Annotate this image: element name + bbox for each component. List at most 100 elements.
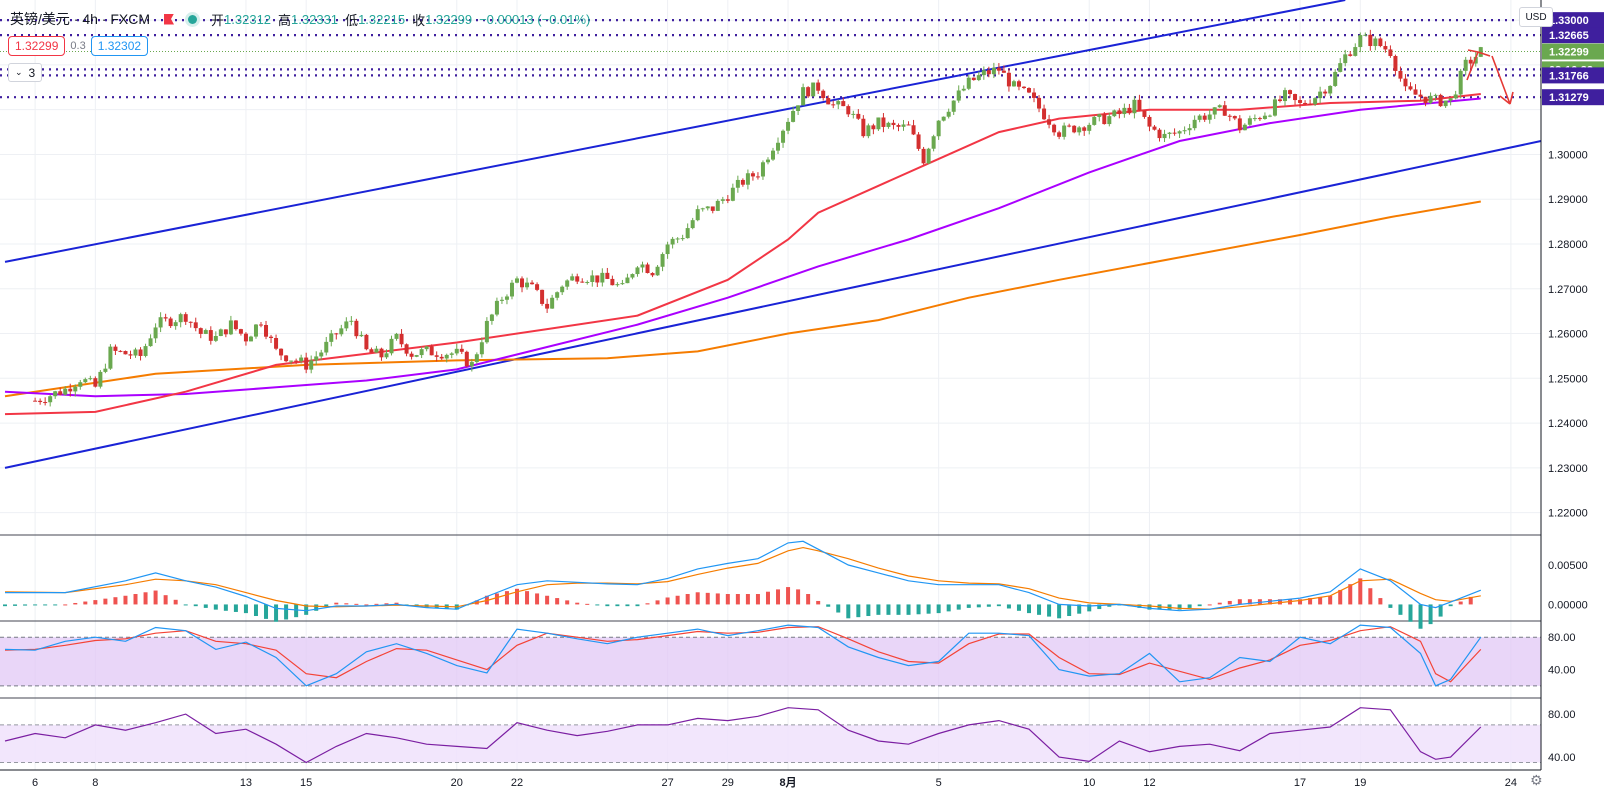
trend-channel[interactable] xyxy=(4,0,1542,469)
candle-up xyxy=(319,352,324,357)
candle-down xyxy=(284,355,289,362)
candle-up xyxy=(1212,107,1217,115)
candle-up xyxy=(173,322,178,327)
candle-down xyxy=(369,349,374,353)
candle-down xyxy=(1202,115,1207,120)
candle-down xyxy=(725,199,730,201)
price-axis-bg[interactable] xyxy=(1541,0,1605,791)
time-tick-label: 5 xyxy=(936,777,942,789)
candle-down xyxy=(259,324,263,326)
candle-up xyxy=(1343,54,1348,64)
macd-histogram-bar xyxy=(555,598,560,605)
macd-histogram-bar xyxy=(765,591,770,605)
price-axis[interactable]: 1.30000 1.29000 1.28000 1.27000 1.26000 1.250… xyxy=(1542,12,1604,764)
price-tick-label: 1.28000 xyxy=(1548,239,1588,251)
candle-down xyxy=(434,355,439,357)
candle-up xyxy=(339,328,344,335)
macd-histogram-bar xyxy=(515,588,519,605)
time-axis-bg[interactable] xyxy=(0,770,1541,791)
candle-down xyxy=(138,349,143,356)
indicators-toggle[interactable]: ⌄ 3 xyxy=(8,63,43,82)
time-tick-label: 10 xyxy=(1083,777,1095,789)
macd-histogram-bar xyxy=(615,604,620,607)
forecast-arrow-up[interactable] xyxy=(1466,49,1491,81)
time-axis[interactable]: 6 8 13 15 20 22 27 29 8月 5 10 12 17 19 24 xyxy=(32,776,1517,789)
macd-histogram-bar xyxy=(1177,604,1182,610)
indicator-count: 3 xyxy=(28,65,36,80)
candle-up xyxy=(956,90,961,101)
candle-up xyxy=(299,357,304,362)
macd-histogram-bar xyxy=(986,604,991,607)
candle-down xyxy=(816,82,821,91)
forecast-arrows[interactable] xyxy=(1466,49,1514,105)
candle-up xyxy=(494,300,499,315)
macd-histogram-bar xyxy=(575,602,580,605)
gear-icon[interactable]: ⚙ xyxy=(1530,772,1543,788)
candle-up xyxy=(976,75,981,81)
macd-histogram-bar xyxy=(33,604,38,606)
macd-histogram-bar xyxy=(685,594,690,605)
candle-up xyxy=(1272,99,1277,116)
macd-histogram-bar xyxy=(1318,596,1323,605)
currency-button[interactable]: USD xyxy=(1519,7,1553,27)
candle-down xyxy=(535,284,540,290)
candle-up xyxy=(600,272,605,283)
horizontal-levels[interactable] xyxy=(0,19,1541,99)
price-label: 1.32299 xyxy=(1549,47,1589,59)
candle-down xyxy=(1006,72,1011,87)
candle-up xyxy=(148,338,153,347)
symbol-title[interactable]: 英镑/美元 · 4h · FXCM xyxy=(10,11,151,27)
candle-up xyxy=(1358,35,1363,48)
candle-up xyxy=(329,333,334,342)
candle-up xyxy=(1107,116,1112,125)
price-label-bg xyxy=(1542,67,1604,84)
candle-down xyxy=(610,278,615,286)
candle-up xyxy=(133,349,138,356)
candle-up xyxy=(886,122,891,127)
buy-button[interactable]: 1.32302 xyxy=(90,36,149,56)
macd-histogram-bar xyxy=(1308,598,1313,605)
candle-down xyxy=(545,303,550,309)
macd-histogram-bar xyxy=(796,589,801,605)
candle-down xyxy=(806,87,811,97)
macd-histogram-bar xyxy=(1338,589,1343,605)
candle-down xyxy=(429,346,434,356)
macd-histogram-bar xyxy=(1298,599,1303,605)
forecast-arrow-down[interactable] xyxy=(1491,55,1514,105)
candle-up xyxy=(720,199,725,201)
candle-down xyxy=(1368,34,1373,47)
candle-down xyxy=(279,348,284,356)
candle-down xyxy=(1293,94,1298,101)
macd-histogram-bar xyxy=(334,602,339,605)
price-tick-label: 1.30000 xyxy=(1548,149,1588,161)
candle-up xyxy=(690,220,695,229)
candle-up xyxy=(1478,47,1483,57)
candle-down xyxy=(1232,116,1237,119)
candle-up xyxy=(1473,56,1478,64)
candle-up xyxy=(771,150,775,160)
flag-icon[interactable] xyxy=(164,13,175,25)
candle-down xyxy=(891,122,896,126)
candle-up xyxy=(454,348,459,354)
sell-button[interactable]: 1.32299 xyxy=(8,36,66,56)
macd-histogram-bar xyxy=(996,604,1001,607)
candle-up xyxy=(359,334,364,337)
candle-down xyxy=(861,118,866,137)
macd-histogram-bar xyxy=(625,604,630,607)
candle-down xyxy=(1303,102,1308,105)
candle-up xyxy=(796,105,801,111)
candle-up xyxy=(389,338,394,354)
ma-purple-line xyxy=(4,97,1481,398)
candle-up xyxy=(424,346,429,350)
candle-up xyxy=(811,82,816,97)
macd-histogram-bar xyxy=(1468,596,1473,605)
macd-histogram-bar xyxy=(1027,604,1031,614)
candle-up xyxy=(499,299,504,301)
candle-up xyxy=(1192,119,1197,129)
macd-histogram-bar xyxy=(223,604,228,611)
candle-up xyxy=(228,320,233,335)
candle-up xyxy=(1092,116,1097,125)
macd-signal-line xyxy=(4,546,1481,610)
candle-down xyxy=(198,328,203,334)
